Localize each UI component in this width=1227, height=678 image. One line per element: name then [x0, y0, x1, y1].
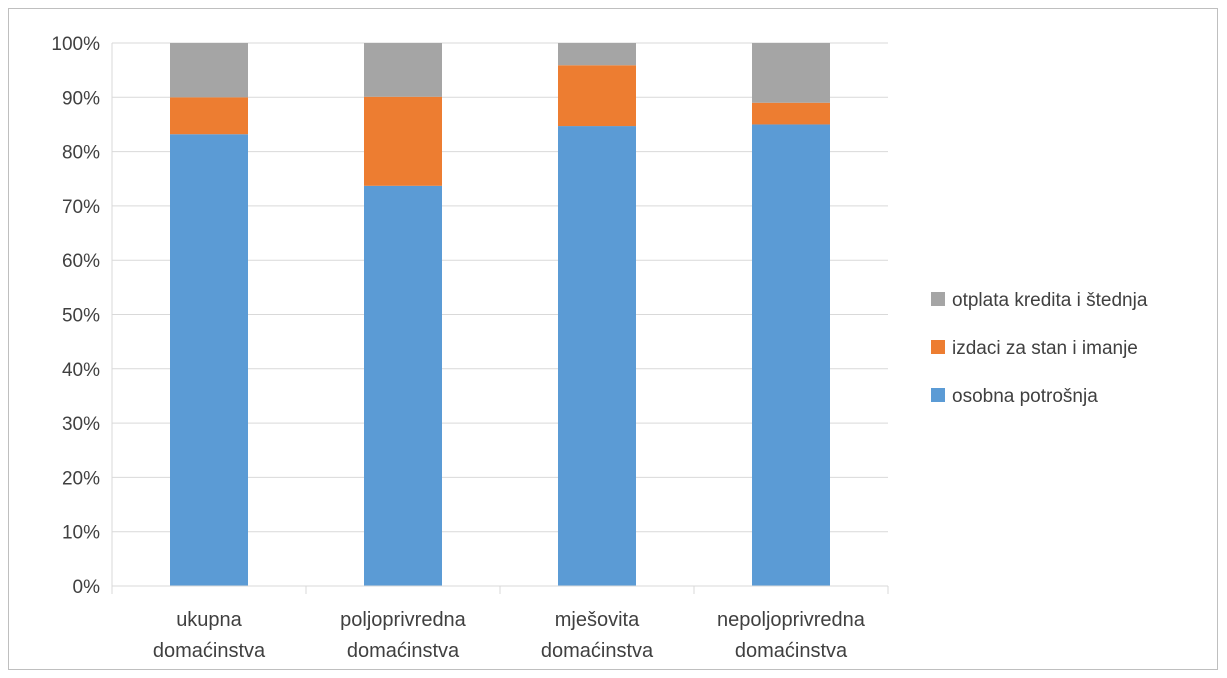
legend-label: izdaci za stan i imanje [952, 338, 1138, 359]
y-tick-label: 20% [62, 468, 100, 489]
x-category-label: ukupna [176, 609, 242, 631]
x-category-label: domaćinstva [541, 640, 654, 662]
x-category-labels: ukupna domaćinstva poljoprivredna domaćinst… [153, 609, 866, 662]
bar-segment-izdaci-za-stan-i-imanje [170, 97, 248, 135]
bar-segment-otplata-kredita-i-štednja [170, 43, 248, 98]
axes [111, 43, 889, 594]
legend-swatch [931, 388, 945, 402]
x-category-label: poljoprivredna [340, 609, 467, 631]
y-tick-label: 100% [51, 34, 100, 55]
x-category-label: domaćinstva [347, 640, 460, 662]
y-tick-label: 0% [73, 577, 101, 598]
legend-label: osobna potrošnja [952, 386, 1098, 407]
x-category-label: mješovita [555, 609, 640, 631]
y-tick-label: 90% [62, 88, 100, 109]
y-tick-label: 30% [62, 414, 100, 435]
x-category-label: nepoljoprivredna [717, 609, 866, 631]
legend-swatch [931, 340, 945, 354]
y-tick-label: 60% [62, 251, 100, 272]
bar-segment-osobna-potrošnja [558, 126, 636, 586]
legend-swatch [931, 292, 945, 306]
bar-segment-izdaci-za-stan-i-imanje [364, 96, 442, 186]
x-category-label: domaćinstva [735, 640, 848, 662]
legend-label: otplata kredita i štednja [952, 290, 1148, 311]
bar-segment-otplata-kredita-i-štednja [558, 43, 636, 66]
y-tick-label: 40% [62, 360, 100, 381]
y-tick-labels: 0% 10% 20% 30% 40% 50% 60% 70% 80% 90% 100% [51, 34, 100, 598]
x-category-label: domaćinstva [153, 640, 266, 662]
y-tick-label: 80% [62, 143, 100, 164]
bar-segment-otplata-kredita-i-štednja [752, 43, 830, 103]
bar-segment-izdaci-za-stan-i-imanje [558, 65, 636, 127]
bars [170, 43, 830, 586]
legend: otplata kredita i štednja izdaci za stan … [931, 290, 1148, 407]
y-tick-label: 70% [62, 197, 100, 218]
y-tick-label: 50% [62, 306, 100, 327]
bar-segment-osobna-potrošnja [364, 185, 442, 586]
y-tick-label: 10% [62, 523, 100, 544]
bar-segment-izdaci-za-stan-i-imanje [752, 102, 830, 125]
bar-segment-osobna-potrošnja [170, 134, 248, 586]
bar-segment-otplata-kredita-i-štednja [364, 43, 442, 97]
bar-segment-osobna-potrošnja [752, 124, 830, 586]
